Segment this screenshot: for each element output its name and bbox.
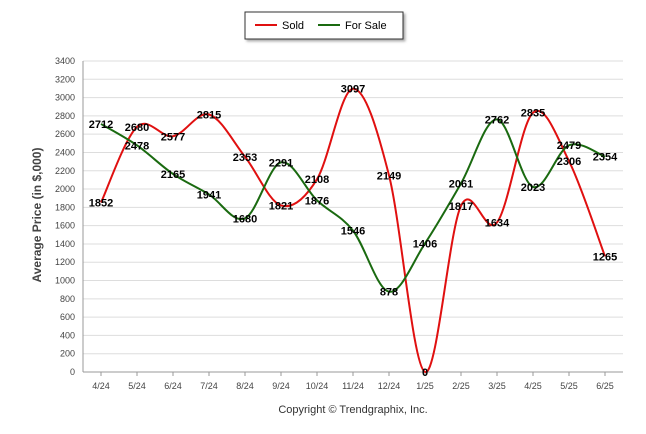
data-label: 0 — [422, 367, 428, 379]
x-tick-label: 4/25 — [524, 381, 542, 391]
y-tick-label: 3200 — [55, 74, 75, 84]
data-label: 2680 — [125, 122, 149, 134]
y-tick-label: 0 — [70, 367, 75, 377]
y-tick-label: 1800 — [55, 202, 75, 212]
data-labels: 1852 2680 2577 2815 2353 1821 2108 3097 2149 0 181… — [89, 84, 618, 379]
series-line-for-sale — [100, 118, 606, 293]
data-label: 2108 — [305, 174, 329, 186]
y-tick-label: 200 — [60, 349, 75, 359]
x-tick-label: 4/24 — [92, 381, 110, 391]
y-axis-title: Average Price (in $,000) — [30, 148, 44, 283]
x-tick-label: 5/25 — [560, 381, 578, 391]
data-label: 878 — [380, 287, 398, 299]
y-tick-label: 1400 — [55, 239, 75, 249]
data-label: 2023 — [521, 182, 545, 194]
x-tick-label: 6/24 — [164, 381, 182, 391]
y-tick-label: 1600 — [55, 221, 75, 231]
y-tick-label: 2800 — [55, 111, 75, 121]
data-label: 2815 — [197, 110, 221, 122]
data-label: 1406 — [413, 238, 437, 250]
y-tick-label: 400 — [60, 330, 75, 340]
data-label: 2478 — [125, 140, 149, 152]
y-tick-label: 1000 — [55, 276, 75, 286]
y-tick-label: 800 — [60, 294, 75, 304]
x-tick-label: 12/24 — [378, 381, 401, 391]
x-tick-label: 11/24 — [342, 381, 364, 391]
series-line-sold — [100, 87, 606, 374]
data-label: 2353 — [233, 152, 257, 164]
data-label: 1634 — [485, 218, 510, 230]
data-label: 3097 — [341, 84, 365, 96]
data-label: 2835 — [521, 108, 545, 120]
data-label: 1852 — [89, 198, 113, 210]
legend-label-for-sale: For Sale — [345, 20, 387, 32]
data-label: 2712 — [89, 119, 113, 131]
data-label: 1941 — [197, 189, 221, 201]
x-tick-label: 2/25 — [452, 381, 470, 391]
data-label: 2762 — [485, 114, 509, 126]
data-label: 2149 — [377, 170, 401, 182]
data-label: 1265 — [593, 251, 617, 263]
data-label: 2577 — [161, 131, 185, 143]
data-label: 1546 — [341, 226, 365, 238]
data-label: 2291 — [269, 157, 293, 169]
x-tick-label: 1/25 — [416, 381, 434, 391]
data-label: 2165 — [161, 169, 185, 181]
x-tick-label: 6/25 — [596, 381, 614, 391]
data-label: 1821 — [269, 200, 293, 212]
y-tick-label: 2400 — [55, 147, 75, 157]
x-tick-label: 10/24 — [306, 381, 329, 391]
data-label: 1680 — [233, 213, 257, 225]
legend-label-sold: Sold — [282, 20, 304, 32]
y-tick-label: 2000 — [55, 184, 75, 194]
x-tick-label: 9/24 — [272, 381, 290, 391]
axes: 0 200 400 600 800 1000 1200 1400 1600 1800 2000 220… — [55, 56, 623, 391]
y-tick-label: 1200 — [55, 257, 75, 267]
data-label: 2479 — [557, 140, 581, 152]
y-tick-label: 3400 — [55, 56, 75, 66]
data-label: 1876 — [305, 195, 329, 207]
data-label: 1817 — [449, 201, 473, 213]
legend: Sold For Sale — [244, 11, 404, 40]
y-tick-label: 2200 — [55, 166, 75, 176]
y-tick-label: 3000 — [55, 93, 75, 103]
grid — [83, 60, 623, 373]
x-tick-label: 7/24 — [200, 381, 218, 391]
data-label: 2061 — [449, 178, 473, 190]
data-label: 2354 — [593, 152, 618, 164]
y-tick-label: 600 — [60, 312, 75, 322]
copyright: Copyright © Trendgraphix, Inc. — [278, 404, 427, 416]
y-tick-label: 2600 — [55, 129, 75, 139]
x-tick-label: 5/24 — [128, 381, 146, 391]
x-tick-label: 3/25 — [488, 381, 506, 391]
x-tick-label: 8/24 — [236, 381, 254, 391]
data-label: 2306 — [557, 156, 581, 168]
series — [100, 87, 606, 374]
